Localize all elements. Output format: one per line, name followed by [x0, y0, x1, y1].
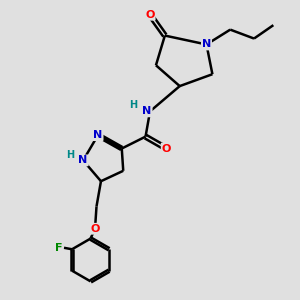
Text: N: N: [142, 106, 152, 116]
Text: O: O: [145, 10, 155, 20]
Text: N: N: [79, 155, 88, 165]
Text: O: O: [162, 143, 171, 154]
Text: O: O: [90, 224, 100, 234]
Text: F: F: [55, 243, 62, 253]
Text: N: N: [202, 40, 211, 50]
Text: H: H: [130, 100, 138, 110]
Text: H: H: [67, 150, 75, 160]
Text: N: N: [93, 130, 103, 140]
